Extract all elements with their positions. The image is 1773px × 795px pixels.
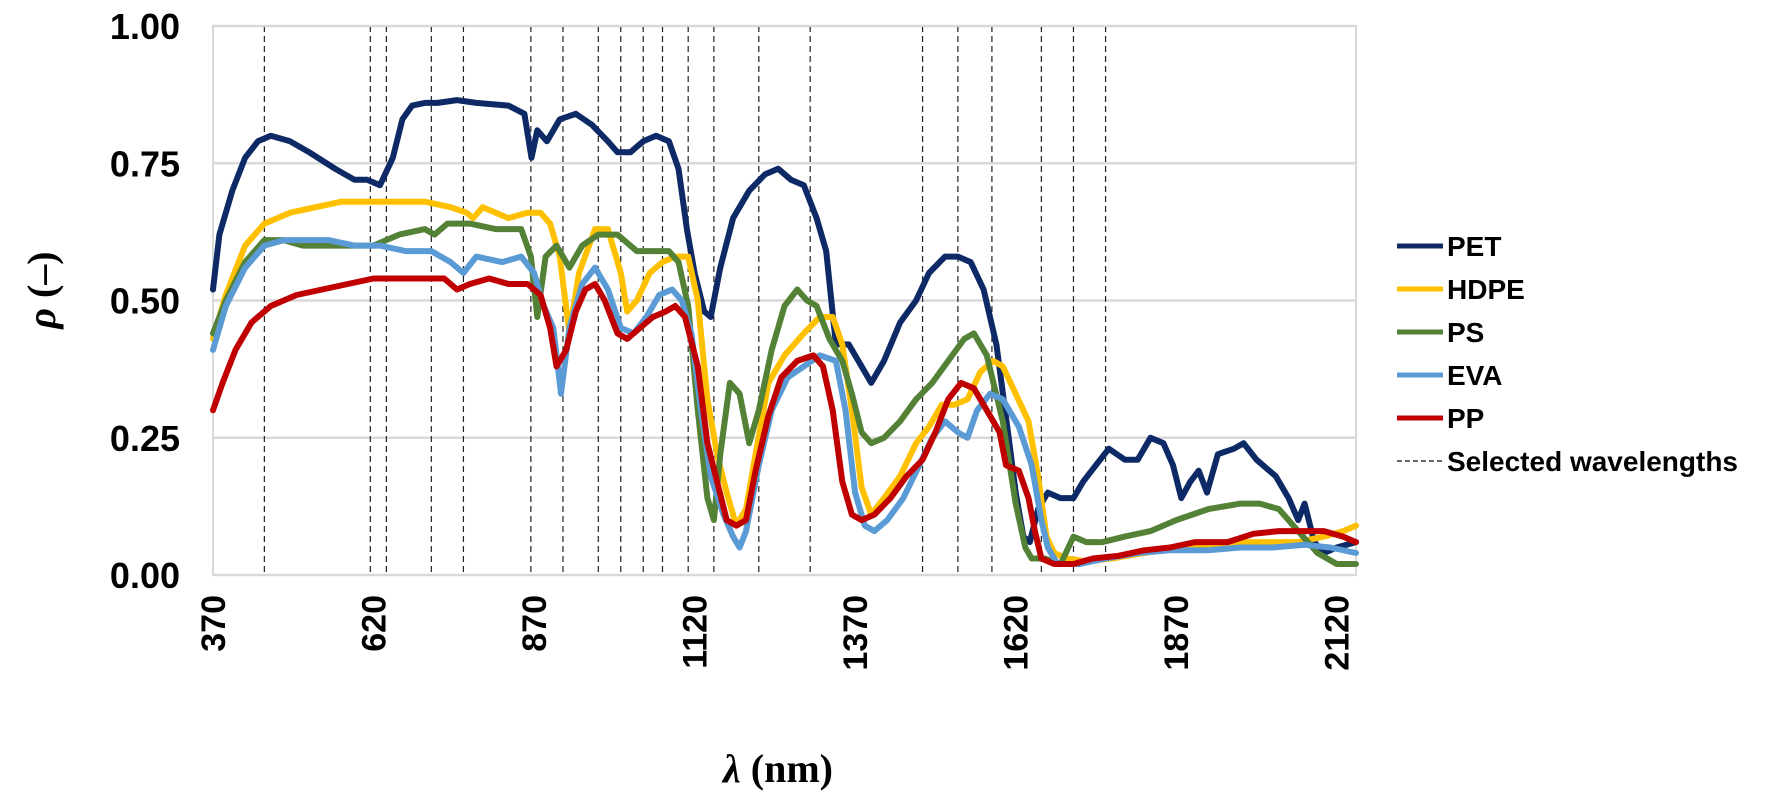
y-tick-label: 0.75 bbox=[110, 143, 180, 184]
legend-label-ps: PS bbox=[1447, 317, 1484, 348]
y-tick-labels: 0.00 0.25 0.50 0.75 1.00 bbox=[110, 6, 180, 596]
x-axis-title: λ (nm) bbox=[721, 746, 833, 791]
legend-label-pp: PP bbox=[1447, 403, 1484, 434]
x-tick-label: 620 bbox=[356, 595, 394, 652]
y-axis-title: ρ (–) bbox=[19, 251, 64, 329]
x-tick-labels: 370 620 870 1120 1370 1620 1870 2120 bbox=[195, 595, 1357, 671]
y-tick-label: 0.00 bbox=[110, 555, 180, 596]
x-tick-label: 370 bbox=[195, 595, 233, 652]
plot-area-frame bbox=[212, 25, 1357, 576]
series-lines bbox=[210, 97, 1359, 567]
y-tick-label: 0.25 bbox=[110, 418, 180, 459]
x-tick-label: 1870 bbox=[1158, 595, 1196, 671]
x-tick-label: 2120 bbox=[1319, 595, 1357, 671]
legend-label-hdpe: HDPE bbox=[1447, 274, 1525, 305]
x-tick-label: 1120 bbox=[677, 595, 715, 669]
y-tick-label: 1.00 bbox=[110, 6, 180, 47]
series-line-pp bbox=[210, 275, 1359, 567]
series-line-pet bbox=[210, 97, 1359, 556]
legend: PET HDPE PS EVA PP Selected wavelengths bbox=[1397, 231, 1738, 477]
x-tick-label: 870 bbox=[516, 595, 554, 652]
legend-label-pet: PET bbox=[1447, 231, 1501, 262]
series-line-eva bbox=[210, 237, 1359, 567]
legend-label-eva: EVA bbox=[1447, 360, 1503, 391]
y-tick-label: 0.50 bbox=[110, 281, 180, 322]
legend-label-selected-wavelengths: Selected wavelengths bbox=[1447, 446, 1738, 477]
x-tick-label: 1620 bbox=[998, 595, 1036, 671]
series-line-ps bbox=[210, 220, 1359, 567]
x-tick-label: 1370 bbox=[837, 595, 875, 671]
